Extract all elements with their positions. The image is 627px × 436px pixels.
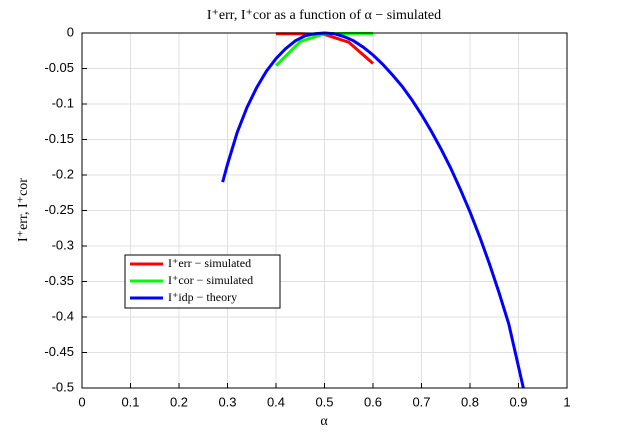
x-axis-label: α [320,414,328,429]
x-tick-label: 0.2 [170,394,188,409]
x-tick-label: 0.7 [412,394,430,409]
y-tick-label: -0.5 [52,379,74,394]
y-tick-label: 0 [67,24,74,39]
y-tick-label: -0.2 [52,166,74,181]
legend-label: I⁺cor − simulated [168,273,253,287]
y-tick-label: -0.45 [44,344,74,359]
x-tick-label: 0.5 [315,394,333,409]
y-tick-label: -0.25 [44,202,74,217]
x-tick-label: 0.1 [121,394,139,409]
x-tick-label: 0.4 [267,394,285,409]
x-tick-label: 1 [563,394,570,409]
y-tick-label: -0.35 [44,273,74,288]
x-tick-label: 0 [78,394,85,409]
y-tick-label: -0.1 [52,95,74,110]
line-series [221,31,525,389]
x-tick-label: 0.9 [509,394,527,409]
x-tick-label: 0.8 [461,394,479,409]
y-tick-label: -0.4 [52,308,74,323]
y-axis-label: I⁺err, I⁺cor [16,178,31,242]
x-tick-label: 0.6 [364,394,382,409]
x-tick-label: 0.3 [218,394,236,409]
y-tick-label: -0.3 [52,237,74,252]
y-tick-label: -0.05 [44,60,74,75]
y-tick-label: -0.15 [44,131,74,146]
legend-label: I⁺err − simulated [168,256,251,270]
plot-frame [81,32,568,389]
legend-label: I⁺idp − theory [168,290,237,304]
chart-title: I⁺err, I⁺cor as a function of α − simula… [207,8,441,23]
